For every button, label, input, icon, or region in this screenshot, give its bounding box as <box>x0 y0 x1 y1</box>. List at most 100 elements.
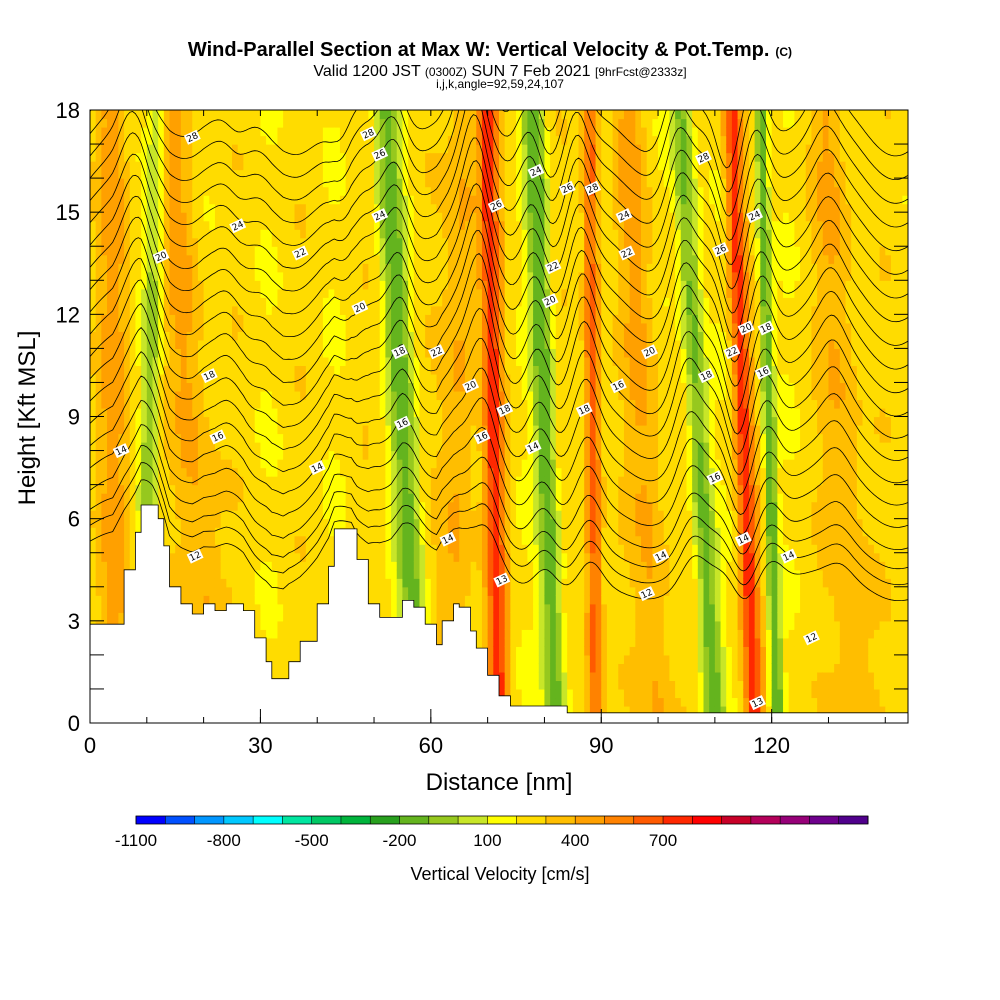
velocity-cell <box>169 399 176 409</box>
velocity-cell <box>266 450 273 460</box>
velocity-cell <box>317 246 324 256</box>
velocity-cell <box>294 425 301 435</box>
velocity-cell <box>430 450 438 460</box>
velocity-cell <box>95 152 102 162</box>
velocity-cell <box>158 305 165 315</box>
velocity-cell <box>379 203 386 213</box>
velocity-cell <box>317 476 324 486</box>
velocity-cell <box>214 348 222 358</box>
velocity-cell <box>385 127 392 137</box>
velocity-cell <box>339 186 347 196</box>
velocity-cell <box>266 399 273 409</box>
velocity-cell <box>180 195 188 205</box>
velocity-cell <box>203 169 210 179</box>
velocity-cell <box>283 186 290 196</box>
velocity-cell <box>413 178 421 188</box>
velocity-cell <box>249 484 256 494</box>
velocity-cell <box>430 305 438 315</box>
velocity-cell <box>135 305 142 315</box>
velocity-cell <box>146 467 154 477</box>
velocity-cell <box>345 476 352 486</box>
velocity-cell <box>186 476 193 486</box>
velocity-cell <box>266 152 273 162</box>
velocity-cell <box>374 169 381 179</box>
velocity-cell <box>243 288 250 298</box>
velocity-cell <box>311 263 318 273</box>
velocity-cell <box>459 510 466 520</box>
velocity-cell <box>124 110 131 120</box>
velocity-cell <box>175 237 182 247</box>
velocity-cell <box>368 263 375 273</box>
velocity-cell <box>362 178 369 188</box>
velocity-cell <box>396 561 404 571</box>
velocity-cell <box>180 399 188 409</box>
velocity-cell <box>402 186 409 196</box>
velocity-cell <box>283 288 290 298</box>
velocity-cell <box>175 169 182 179</box>
velocity-cell <box>135 416 142 426</box>
velocity-cell <box>101 407 108 418</box>
velocity-cell <box>220 467 227 477</box>
velocity-cell <box>419 305 426 315</box>
velocity-cell <box>112 339 119 349</box>
velocity-cell <box>436 254 443 264</box>
velocity-cell <box>95 382 102 392</box>
velocity-cell <box>459 425 466 435</box>
velocity-cell <box>425 152 432 162</box>
velocity-cell <box>271 229 279 239</box>
velocity-cell <box>175 118 182 128</box>
velocity-cell <box>271 425 279 435</box>
velocity-cell <box>374 254 381 264</box>
velocity-cell <box>362 280 369 290</box>
velocity-cell <box>322 578 330 588</box>
velocity-cell <box>425 297 432 307</box>
velocity-cell <box>237 459 244 469</box>
velocity-cell <box>334 459 341 469</box>
velocity-cell <box>476 348 483 358</box>
velocity-cell <box>197 127 205 137</box>
velocity-cell <box>90 603 97 613</box>
velocity-cell <box>334 314 341 324</box>
velocity-cell <box>152 467 159 477</box>
velocity-cell <box>408 271 415 281</box>
velocity-cell <box>226 578 233 588</box>
velocity-cell <box>271 544 279 554</box>
velocity-cell <box>197 390 205 401</box>
velocity-cell <box>317 314 324 324</box>
velocity-cell <box>214 118 222 128</box>
velocity-cell <box>288 612 296 622</box>
velocity-cell <box>374 339 381 349</box>
velocity-cell <box>243 152 250 162</box>
velocity-cell <box>476 586 483 596</box>
velocity-cell <box>214 390 222 401</box>
velocity-cell <box>175 110 182 120</box>
velocity-cell <box>163 203 171 213</box>
velocity-cell <box>124 144 131 154</box>
velocity-cell <box>249 510 256 520</box>
velocity-cell <box>197 237 205 247</box>
velocity-cell <box>436 169 443 179</box>
velocity-cell <box>243 399 250 409</box>
velocity-cell <box>146 229 154 239</box>
velocity-cell <box>322 314 330 324</box>
velocity-cell <box>124 339 131 349</box>
velocity-cell <box>90 450 97 460</box>
velocity-cell <box>374 399 381 409</box>
velocity-cell <box>243 586 250 596</box>
velocity-cell <box>328 493 335 503</box>
velocity-cell <box>396 314 404 324</box>
velocity-cell <box>385 586 392 596</box>
velocity-cell <box>396 399 404 409</box>
velocity-cell <box>453 314 460 324</box>
velocity-cell <box>192 493 199 503</box>
velocity-cell <box>453 152 460 162</box>
velocity-cell <box>322 246 330 256</box>
velocity-cell <box>419 365 426 375</box>
velocity-cell <box>328 382 335 392</box>
velocity-cell <box>271 246 279 256</box>
velocity-cell <box>237 442 244 452</box>
velocity-cell <box>237 365 244 375</box>
velocity-cell <box>107 305 114 315</box>
velocity-cell <box>124 169 131 179</box>
velocity-cell <box>453 407 460 418</box>
